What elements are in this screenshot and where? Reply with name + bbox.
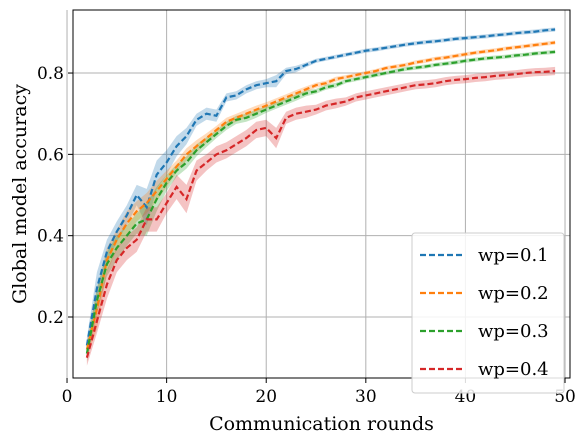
plot-frame	[72, 9, 571, 379]
y-tick-label: 0.4	[37, 227, 64, 247]
legend-box	[411, 232, 565, 394]
legend-label-3: wp=0.3	[478, 321, 549, 342]
legend-label-1: wp=0.1	[478, 245, 549, 266]
line-series-3	[85, 50, 556, 354]
y-tick-label: 0.8	[37, 64, 64, 84]
legend-label-4: wp=0.4	[478, 359, 549, 380]
x-tick-label: 30	[355, 387, 377, 407]
x-tick-label: 0	[62, 387, 73, 407]
legend-label-2: wp=0.2	[478, 283, 549, 304]
y-tick-label: 0.2	[37, 308, 64, 328]
line-series-2	[85, 41, 556, 350]
line-series-1	[85, 28, 556, 346]
y-axis-label: Global model accuracy	[9, 84, 31, 304]
series-lines	[85, 28, 556, 358]
x-axis-label: Communication rounds	[209, 413, 434, 435]
line-series-4	[85, 69, 556, 358]
y-tick-label: 0.6	[37, 145, 64, 165]
x-tick-label: 10	[156, 387, 178, 407]
x-tick-label: 20	[255, 387, 277, 407]
legend: wp=0.1 wp=0.2 wp=0.3 wp=0.4	[411, 232, 565, 394]
grid-lines	[66, 10, 570, 378]
